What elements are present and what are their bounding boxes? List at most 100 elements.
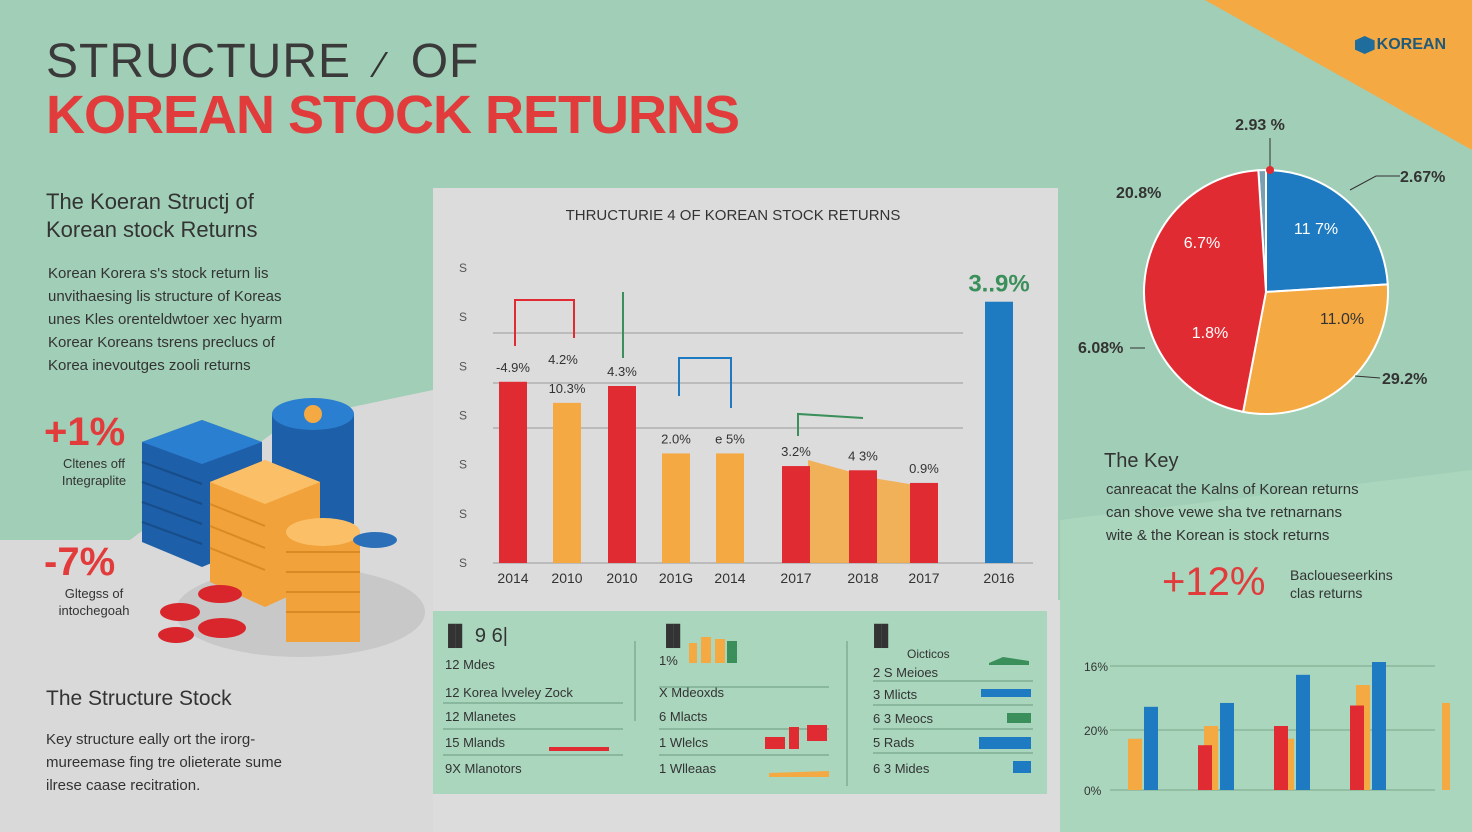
small-bar — [1144, 706, 1158, 790]
main-bar-chart: THRUCTURIE 4 OF KOREAN STOCK RETURNS SSS… — [459, 207, 1033, 586]
y-tick-label: S — [459, 310, 467, 324]
left-description: Korean Korera s's stock return lis unvit… — [48, 262, 368, 377]
small-bar — [1442, 702, 1450, 790]
title-check-icon: ⁄ — [377, 44, 385, 85]
bars-icon: ▐▌ — [867, 625, 896, 647]
key-stat: +12% — [1162, 560, 1266, 604]
table-row: 1% — [659, 653, 678, 668]
brand-name: KOREAN — [1376, 36, 1446, 53]
key-text-line: wite & the Korean is stock returns — [1106, 527, 1330, 544]
small-bar — [1198, 745, 1212, 790]
left-subheading: The Koeran Structj of Korean stock Retur… — [46, 188, 258, 244]
pie-slice-label: 1.8% — [1192, 325, 1228, 342]
pie-pointer-dot — [1266, 166, 1274, 174]
brand-logo: KOREAN — [1354, 36, 1446, 54]
gold-coin-cylinder — [286, 518, 397, 642]
small-bar — [1350, 705, 1364, 790]
x-tick-label: 2014 — [714, 570, 745, 586]
bottom-table-panel: ▐▌ 9 6| 12 Mdes 12 Korea lvveley Zock 12… — [433, 611, 1047, 794]
stat-positive-caption: Cltenes off Integraplite — [44, 455, 144, 489]
small-bar — [1274, 726, 1288, 790]
coin-stacks-illustration — [141, 398, 425, 657]
structure-text-line: mureemase fing tre olieterate sume — [46, 754, 282, 771]
key-text-line: can shove vewe sha tve retnarnans — [1106, 504, 1342, 521]
y-tick-label: S — [459, 359, 467, 373]
bar — [662, 453, 690, 563]
pie-outer-label: 20.8% — [1116, 185, 1161, 202]
key-note: Bacloueseerkins clas returns — [1290, 566, 1393, 602]
bar — [985, 301, 1013, 563]
pie-outer-label: 29.2% — [1382, 371, 1427, 388]
stat-positive: +1% Cltenes off Integraplite — [44, 410, 144, 489]
x-tick-label: 2018 — [847, 570, 878, 586]
table-row: 3 Mlicts — [873, 687, 918, 702]
pie-chart: 2.93 % 2.67% 20.8% 6.08% 29.2% 6.7% 1.8%… — [1078, 117, 1445, 415]
y-tick-label: S — [459, 409, 467, 423]
bars-icon: ▐▌ — [659, 625, 688, 647]
stat-positive-value: +1% — [44, 410, 126, 454]
structure-title: The Structure Stock — [46, 687, 232, 710]
y-tick-label: 20% — [1084, 724, 1108, 738]
y-tick-label: S — [459, 556, 467, 570]
x-tick-label: 201G — [659, 570, 693, 586]
x-tick-label: 2014 — [497, 570, 528, 586]
structure-text: Key structure eally ort the irorg- muree… — [46, 728, 366, 797]
bracket-label: 4.2% — [548, 352, 578, 367]
caption-line: Gltegss of — [64, 586, 124, 601]
bar-value-label: -4.9% — [496, 360, 530, 375]
table-row: 6 3 Mides — [873, 761, 930, 776]
bar-value-label: 10.3% — [549, 381, 586, 396]
small-bar — [1372, 662, 1386, 790]
x-tick-label: 2010 — [606, 570, 637, 586]
y-tick-label: S — [459, 507, 467, 521]
title-word-structure: STRUCTURE — [46, 35, 351, 88]
stat-negative-caption: Gltegss of intochegoah — [44, 585, 144, 619]
table-row: 12 Mlanetes — [445, 709, 516, 724]
description-line: Korea inevoutges zooli returns — [48, 357, 251, 374]
stat-negative-value: -7% — [44, 540, 116, 584]
caption-line: Cltenes off — [63, 456, 125, 471]
bar — [553, 402, 581, 563]
bar-chart-panel — [433, 188, 1058, 600]
bar-value-label: e 5% — [715, 431, 745, 446]
table-row: 6 Mlacts — [659, 709, 708, 724]
small-bar — [1220, 702, 1234, 790]
y-tick-label: 16% — [1084, 660, 1108, 674]
bar-value-label: 0.9% — [909, 461, 939, 476]
table-row: 1 Wlleaas — [659, 761, 717, 776]
pie-slice — [1241, 283, 1389, 415]
table-row: 6 3 Meocs — [873, 711, 933, 726]
bar-value-label: 4.3% — [607, 364, 637, 379]
col1-header: ▐▌ 9 6| — [441, 625, 508, 648]
bar — [849, 470, 877, 563]
caption-line: intochegoah — [58, 603, 130, 618]
pie-slices — [1143, 168, 1389, 415]
key-note-line: Bacloueseerkins — [1290, 567, 1393, 583]
title-line-2: KOREAN STOCK RETURNS — [46, 85, 740, 145]
bar-marks: -4.9% 2014 10.3% 2010 4.3% 2010 2.0% 201G e 5% 20… — [496, 271, 1030, 586]
table-row: 15 Mlands — [445, 735, 506, 750]
col3-head-text: Oicticos — [907, 647, 950, 661]
pie-outer-label: 2.67% — [1400, 169, 1445, 186]
structure-text-line: Key structure eally ort the irorg- — [46, 731, 256, 748]
title-word-of: OF — [410, 35, 480, 88]
y-axis-ticks: S S S S S S S — [459, 261, 467, 570]
table-row: 2 S Meioes — [873, 665, 939, 680]
table-row: 9X Mlanotors — [445, 761, 522, 776]
table-decorations — [443, 637, 1033, 786]
description-line: unes Kles orenteldwtoer xec hyarm — [48, 311, 283, 328]
stat-negative: -7% Gltegss of intochegoah — [44, 540, 144, 619]
cube-icon — [1354, 36, 1375, 54]
bar — [716, 453, 744, 563]
mini-bars — [549, 637, 1031, 777]
chart-grid — [493, 332, 1033, 564]
caption-line: Integraplite — [61, 473, 127, 488]
bars-icon: ▐▌ — [441, 625, 470, 647]
key-text-line: canreacat the Kalns of Korean returns — [1106, 481, 1359, 498]
subheading-line-2: Korean stock Returns — [46, 217, 258, 242]
x-tick-label: 2017 — [908, 570, 939, 586]
x-tick-label: 2016 — [983, 570, 1014, 586]
table-row: X Mdeoxds — [659, 685, 725, 700]
description-line: unvithaesing lis structure of Koreas — [48, 288, 282, 305]
table-row: 1 Wlelcs — [659, 735, 709, 750]
